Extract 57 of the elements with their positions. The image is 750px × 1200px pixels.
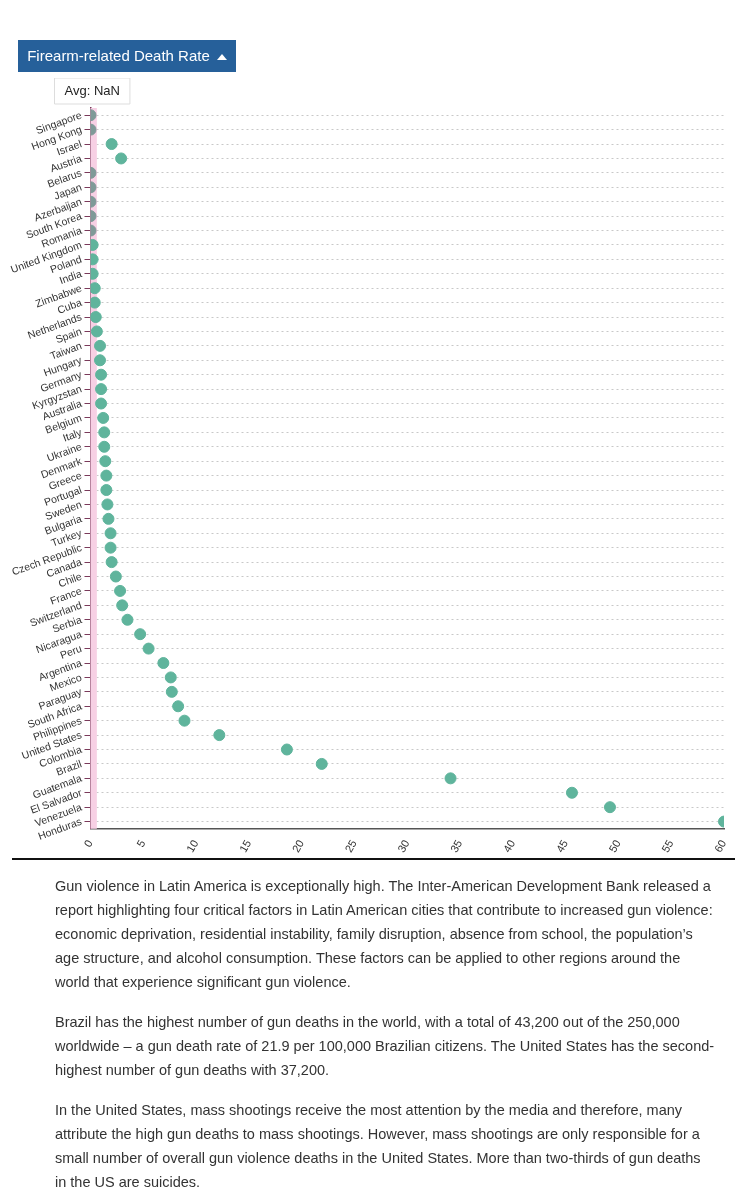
point [105, 556, 118, 569]
point [90, 311, 102, 324]
point [90, 282, 101, 295]
x-tick-label: 60 [711, 837, 729, 855]
point [565, 786, 578, 799]
point [116, 599, 129, 612]
point [98, 440, 111, 453]
point [164, 671, 177, 684]
point [105, 138, 118, 151]
point [90, 325, 103, 338]
text: In the United States, mass shootings receive the most attention by the media and therefore, many attribute the high gun deaths to mass shootings. However, mass shootings are only responsible for a small number of overall gun violence deaths in the United States. More than two-thirds of gun deaths in the US are suicides. [55, 1101, 702, 1192]
point [97, 411, 110, 424]
point [172, 700, 185, 713]
x-tick-label: 35 [447, 837, 465, 855]
point [121, 613, 134, 626]
point [165, 685, 178, 698]
x-tick-label: 45 [553, 837, 570, 855]
point [280, 743, 293, 756]
point [100, 469, 113, 482]
point [102, 512, 115, 525]
x-tick-label: 40 [500, 837, 518, 855]
x-tick-label: 20 [289, 837, 307, 855]
point [90, 296, 101, 309]
point [95, 368, 108, 381]
x-tick-label: 50 [606, 837, 623, 855]
point [603, 801, 616, 814]
point [98, 426, 111, 439]
band-label: Avg: NaN [64, 82, 120, 98]
point [114, 584, 127, 597]
x-tick-label: 5 [134, 837, 148, 849]
text: Brazil has the highest number of gun deaths in the world, with a total of 43,200 out of the 250,000 worldwide – a gun death rate of 21.9 per 100,000 Brazilian citizens. The United States has the second-highest number of gun deaths with 37,200. [55, 1013, 715, 1080]
x-tick-label: 30 [395, 837, 412, 855]
x-tick-label: 0 [81, 837, 95, 849]
point [94, 354, 107, 367]
point [444, 772, 457, 785]
point [100, 484, 113, 497]
point [157, 657, 170, 670]
point [99, 455, 112, 468]
point [315, 757, 328, 770]
point [115, 152, 128, 165]
point [101, 498, 114, 511]
x-tick-label: 55 [659, 837, 676, 855]
point [104, 541, 117, 554]
x-tick-label: 10 [183, 837, 201, 855]
point [104, 527, 117, 540]
x-tick-label: 25 [342, 837, 359, 855]
chart-title: Firearm-related Death Rate [27, 47, 210, 64]
x-tick-label: 15 [236, 837, 254, 855]
point [213, 729, 226, 742]
point [178, 714, 191, 727]
point [95, 383, 108, 396]
point [94, 339, 107, 352]
point [142, 642, 155, 655]
text: Gun violence in Latin America is exceptionally high. The Inter-American Development Bank released a report highlighting four critical factors in Latin American cities that contribute to increased gun violence: economic deprivation, residential instability, family disruption, absence from school, the population’s age structure, and alcohol consumption. These factors can be applied to other regions around the world that experience significant gun violence. [55, 877, 714, 992]
point [95, 397, 108, 410]
point [134, 628, 147, 641]
point [109, 570, 122, 583]
